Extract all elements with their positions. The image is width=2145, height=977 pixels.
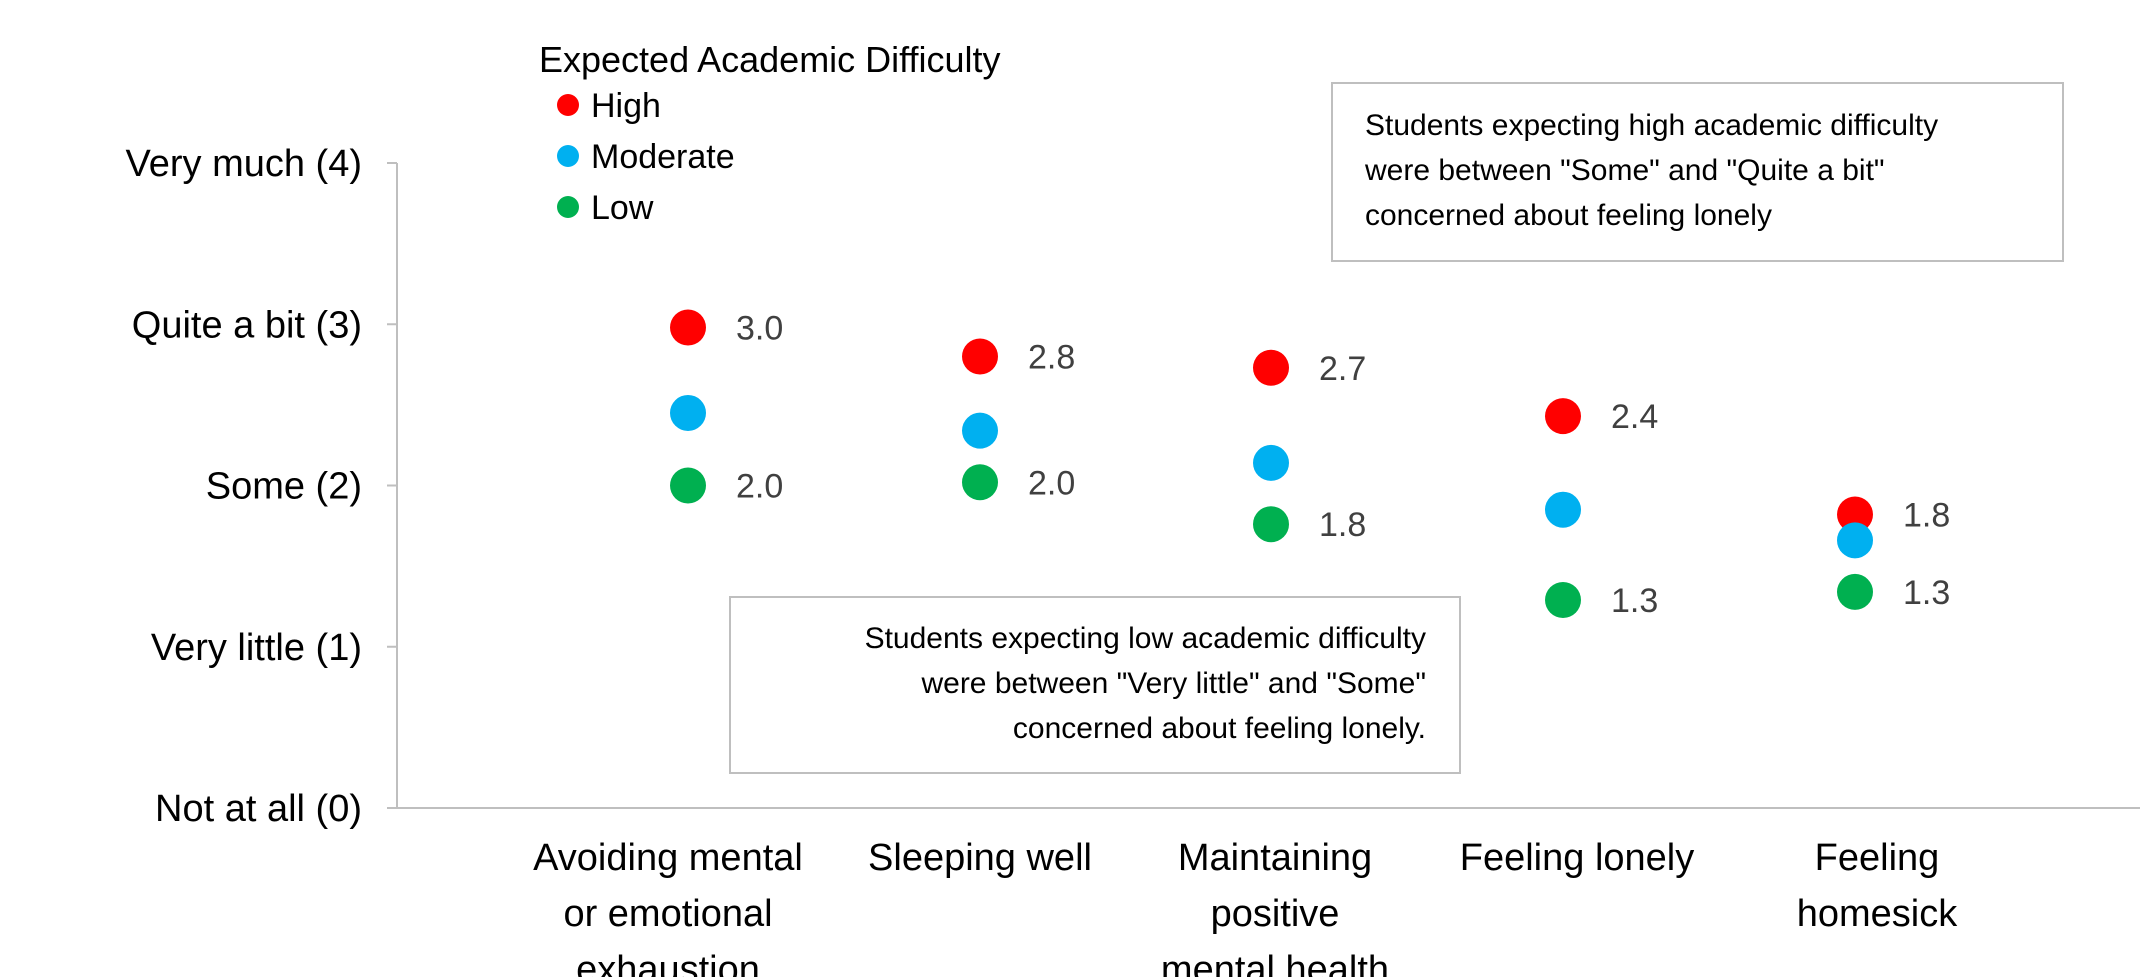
data-label: 1.8 xyxy=(1903,497,1950,535)
series-high: 3.0 2.8 2.7 2.4 1.8 xyxy=(670,309,1950,535)
x-tick-label: Avoiding mental xyxy=(533,837,803,879)
legend-label: Moderate xyxy=(591,138,735,176)
x-tick-label: Maintaining xyxy=(1178,837,1372,879)
annotation-box xyxy=(1331,82,2064,262)
low-note: Students expecting low academic difficul… xyxy=(729,596,1461,774)
data-label: 2.4 xyxy=(1611,398,1658,436)
data-point xyxy=(670,467,706,504)
data-label: 2.0 xyxy=(736,468,783,506)
x-tick-label: mental health xyxy=(1161,949,1389,977)
legend-marker xyxy=(557,196,579,218)
data-point xyxy=(962,412,998,449)
data-point xyxy=(1837,573,1873,610)
data-points: 3.0 2.8 2.7 2.4 1.8 2.0 2.0 1.8 1.3 1.3 xyxy=(670,309,1950,620)
data-label: 2.0 xyxy=(1028,464,1075,502)
y-axis-ticks: Not at all (0) Very little (1) Some (2) Qui… xyxy=(125,143,397,830)
legend: Expected Academic Difficulty High Moderate… xyxy=(539,39,1001,227)
annotation-text: concerned about feeling lonely xyxy=(1365,199,1772,232)
data-point xyxy=(670,309,706,346)
x-axis-ticks: Avoiding mental or emotional exhaustion Sle… xyxy=(533,837,1958,977)
y-tick-label: Quite a bit (3) xyxy=(132,304,362,346)
legend-label: High xyxy=(591,87,661,125)
data-label: 2.7 xyxy=(1319,350,1366,388)
data-point xyxy=(670,394,706,431)
annotation-text: were between "Some" and "Quite a bit" xyxy=(1364,154,1885,187)
y-tick-label: Not at all (0) xyxy=(155,788,362,830)
x-tick-label: homesick xyxy=(1797,893,1958,935)
series-moderate xyxy=(670,394,1873,559)
data-point xyxy=(1253,349,1289,386)
x-tick-label: Feeling xyxy=(1815,837,1940,879)
data-point xyxy=(962,338,998,375)
legend-label: Low xyxy=(591,189,654,227)
data-point xyxy=(1545,581,1581,618)
y-tick-label: Some (2) xyxy=(206,466,362,508)
data-point xyxy=(1545,491,1581,528)
data-point xyxy=(1837,522,1873,559)
data-point xyxy=(962,464,998,501)
legend-item-moderate: Moderate xyxy=(557,138,735,176)
annotation-text: were between "Very little" and "Some" xyxy=(920,667,1426,700)
annotation-text: concerned about feeling lonely. xyxy=(1013,712,1426,745)
data-point xyxy=(1253,444,1289,481)
data-point xyxy=(1837,496,1873,533)
y-tick-label: Very little (1) xyxy=(151,627,362,669)
annotations: Students expecting high academic difficu… xyxy=(729,82,2064,774)
data-label: 2.8 xyxy=(1028,339,1075,377)
data-label: 3.0 xyxy=(736,309,783,347)
x-tick-label: or emotional xyxy=(563,893,772,935)
annotation-text: Students expecting high academic difficu… xyxy=(1365,109,1938,142)
data-label: 1.3 xyxy=(1611,582,1658,620)
legend-item-low: Low xyxy=(557,189,654,227)
legend-item-high: High xyxy=(557,87,661,125)
legend-title: Expected Academic Difficulty xyxy=(539,39,1001,80)
legend-marker xyxy=(557,94,579,116)
high-note: Students expecting high academic difficu… xyxy=(1331,82,2064,262)
x-tick-label: Feeling lonely xyxy=(1460,837,1694,879)
x-tick-label: positive xyxy=(1211,893,1340,935)
data-label: 1.8 xyxy=(1319,506,1366,544)
series-low: 2.0 2.0 1.8 1.3 1.3 xyxy=(670,464,1950,620)
annotation-box xyxy=(729,596,1461,774)
annotation-text: Students expecting low academic difficul… xyxy=(865,622,1426,655)
y-tick-label: Very much (4) xyxy=(125,143,362,185)
legend-marker xyxy=(557,145,579,167)
x-tick-label: exhaustion xyxy=(576,949,760,977)
data-point xyxy=(1253,506,1289,543)
data-label: 1.3 xyxy=(1903,574,1950,612)
x-tick-label: Sleeping well xyxy=(868,837,1092,879)
data-point xyxy=(1545,398,1581,435)
